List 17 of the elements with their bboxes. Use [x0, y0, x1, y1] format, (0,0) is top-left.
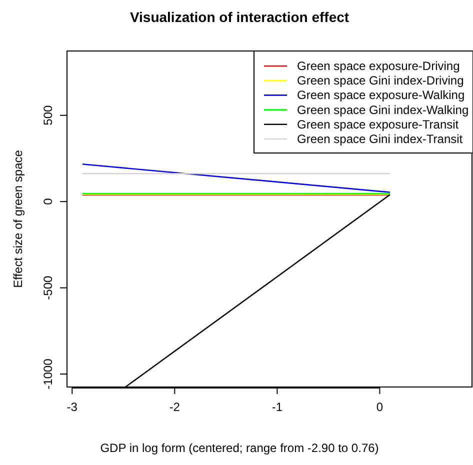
legend-label: Green space Gini index-Driving	[297, 74, 464, 88]
legend-label: Green space exposure-Transit	[297, 117, 460, 132]
x-axis-title: GDP in log form (centered; range from -2.90 to 0.76)	[100, 441, 379, 455]
x-tick-label: 0	[376, 400, 384, 414]
y-tick-label: 500	[41, 105, 55, 126]
legend-label: Green space exposure-Walking	[297, 88, 465, 102]
legend-label: Green space Gini index-Transit	[297, 132, 464, 146]
x-tick-label: -1	[272, 400, 283, 414]
legend-label: Green space Gini index-Walking	[297, 102, 469, 117]
chart-title: Visualization of interaction effect	[130, 9, 350, 25]
legend-label: Green space exposure-Driving	[297, 59, 460, 73]
x-tick-label: -2	[169, 400, 180, 414]
x-tick-label: -3	[66, 400, 78, 414]
y-tick-label: 0	[41, 198, 55, 205]
y-tick-label: -500	[41, 275, 55, 300]
y-tick-label: -1000	[41, 358, 55, 390]
y-axis-title: Effect size of green space	[11, 150, 25, 288]
